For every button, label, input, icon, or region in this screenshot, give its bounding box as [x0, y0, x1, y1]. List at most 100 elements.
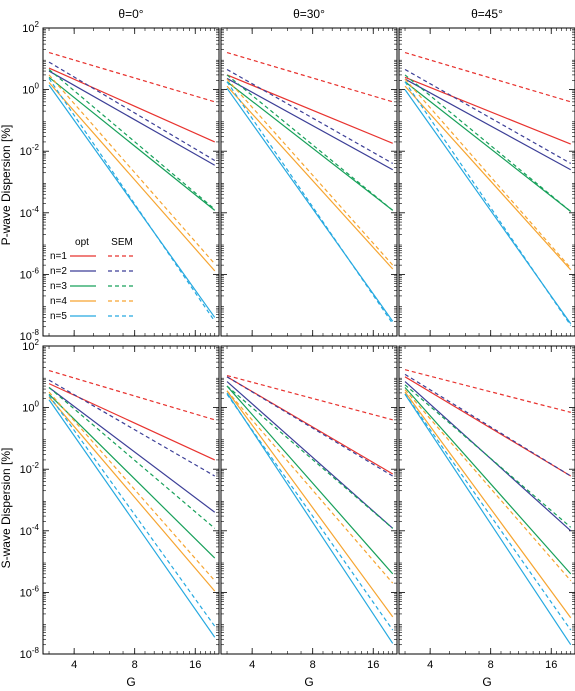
y-tick-label: 102 [22, 338, 39, 353]
series-sem-n1 [404, 369, 571, 413]
x-tick-label: 4 [249, 659, 255, 671]
y-tick-label: 10-4 [20, 523, 40, 538]
series-opt-n1 [404, 76, 571, 145]
series-opt-n2 [226, 77, 394, 171]
panel-r0-c1 [220, 27, 398, 337]
series-opt-n1 [48, 383, 215, 461]
series-sem-n2 [404, 68, 572, 164]
panel-frame [220, 27, 398, 337]
series-opt-n5 [226, 87, 394, 322]
series-sem-n2 [226, 68, 394, 164]
series-sem-n1 [404, 51, 571, 103]
series-opt-n3 [404, 387, 572, 575]
panel-r0-c2 [398, 27, 575, 337]
series-opt-n4 [48, 396, 216, 592]
x-tick-label: 16 [545, 659, 557, 671]
column-titles: θ=0° θ=30° θ=45° [118, 7, 503, 21]
series-opt-n4 [226, 390, 394, 618]
x-tick-label: 8 [132, 659, 138, 671]
y-tick-label: 10-4 [20, 205, 40, 220]
legend-label-n2: n=2 [50, 266, 67, 277]
series-sem-n4 [226, 390, 394, 584]
row-ylabel-s-wave: S-wave Dispersion [%] [0, 448, 13, 569]
panel-frame [398, 27, 575, 337]
series-sem-n1 [48, 51, 215, 103]
x-tick-label: 4 [71, 659, 77, 671]
series-opt-n5 [226, 392, 394, 644]
y-tick-label: 102 [22, 20, 39, 35]
series-sem-n5 [404, 393, 572, 631]
series-sem-n3 [226, 385, 394, 529]
y-tick-label: 10-8 [20, 328, 40, 343]
series-sem-n4 [48, 391, 216, 582]
series-sem-n4 [48, 74, 216, 265]
series-opt-n2 [404, 78, 572, 171]
panel-r1-c1: 4 8 16 [220, 345, 398, 671]
panel-r1-c2: 4 8 16 [398, 345, 575, 671]
y-tick-label: 10-8 [20, 646, 40, 661]
series-opt-n1 [226, 74, 393, 144]
panel-frame [220, 345, 398, 655]
series-opt-n4 [226, 85, 394, 270]
legend-label-n1: n=1 [50, 251, 67, 262]
series-sem-n2 [48, 379, 216, 477]
series-opt-n1 [226, 376, 394, 475]
series-opt-n1 [48, 67, 215, 143]
legend-label-n5: n=5 [50, 311, 67, 322]
series-opt-n3 [226, 81, 394, 211]
series-opt-n5 [404, 393, 572, 646]
series-opt-n3 [404, 81, 572, 212]
x-axis-label-col2: G [482, 675, 491, 689]
panel-r1-c0: 102 100 10-2 10-4 10-6 10-8 4 8 16 [20, 338, 220, 671]
chart-panels: 10210010-210-410-610-810210010-210-410-6… [20, 20, 575, 671]
legend-header-opt: opt [75, 237, 89, 248]
panel-frame [398, 345, 575, 655]
x-axis-labels: G G G [126, 675, 491, 689]
series-sem-n3 [226, 74, 394, 211]
series-opt-n5 [48, 84, 216, 318]
x-tick-label: 8 [310, 659, 316, 671]
series-sem-n3 [48, 387, 216, 529]
x-tick-label: 16 [189, 659, 201, 671]
row-ylabel-p-wave: P-wave Dispersion [%] [0, 125, 13, 246]
series-sem-n5 [404, 81, 572, 326]
legend-label-n3: n=3 [50, 281, 67, 292]
x-tick-label: 8 [488, 659, 494, 671]
series-sem-n2 [404, 373, 572, 477]
series-sem-n3 [404, 384, 572, 528]
series-opt-n4 [404, 85, 572, 271]
series-sem-n1 [226, 374, 393, 421]
series-opt-n2 [48, 70, 216, 166]
y-tick-label: 10-6 [20, 584, 40, 599]
series-sem-n5 [48, 78, 216, 322]
series-opt-n2 [48, 387, 216, 513]
series-opt-n2 [404, 381, 572, 532]
legend-label-n4: n=4 [50, 296, 67, 307]
series-sem-n4 [404, 389, 572, 582]
series-sem-n4 [226, 78, 394, 266]
series-opt-n3 [48, 76, 216, 211]
series-sem-n5 [226, 393, 394, 631]
series-sem-n3 [48, 69, 216, 210]
x-tick-label: 16 [367, 659, 379, 671]
y-tick-label: 10-6 [20, 266, 40, 281]
legend: opt SEM n=1 n=2 n=3 n=4 n=5 [50, 237, 136, 322]
series-opt-n4 [48, 82, 216, 272]
panel-frame [42, 27, 220, 337]
series-sem-n2 [226, 376, 394, 477]
column-title-theta-45: θ=45° [471, 7, 503, 21]
series-sem-n5 [226, 81, 394, 325]
x-axis-label-col1: G [304, 675, 313, 689]
series-sem-n4 [404, 78, 572, 269]
panel-frame [42, 345, 220, 655]
column-title-theta-30: θ=30° [293, 7, 325, 21]
x-axis-label-col0: G [126, 675, 135, 689]
y-tick-label: 100 [22, 400, 39, 415]
series-opt-n4 [404, 391, 572, 619]
series-opt-n5 [48, 399, 216, 638]
column-title-theta-0: θ=0° [118, 7, 143, 21]
series-sem-n5 [48, 394, 216, 627]
series-opt-n2 [226, 381, 394, 529]
series-sem-n3 [404, 74, 572, 212]
